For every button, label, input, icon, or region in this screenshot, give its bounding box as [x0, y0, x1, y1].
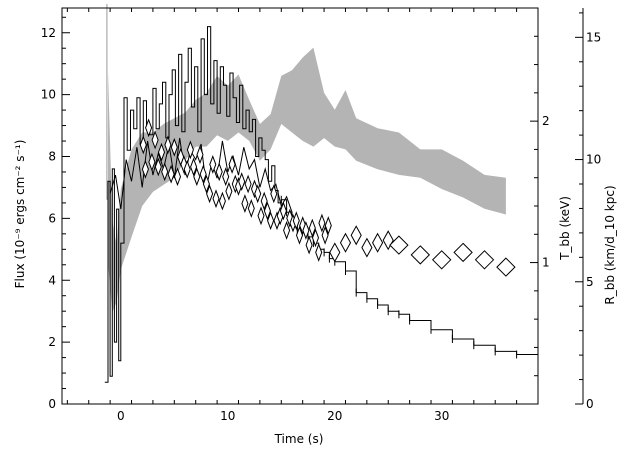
radius-diamond — [139, 135, 147, 155]
radius-diamond — [199, 164, 207, 184]
radius-diamond — [339, 232, 352, 253]
y-left-tick-label: 8 — [48, 150, 56, 164]
T-tick-label: 1 — [542, 256, 550, 270]
x-axis-label: Time (s) — [274, 432, 324, 446]
y-left-tick-label: 2 — [48, 335, 56, 349]
y-left-tick-label: 6 — [48, 211, 56, 225]
radius-diamond — [283, 220, 291, 240]
radius-diamond — [453, 242, 473, 263]
x-tick-label: 10 — [220, 409, 235, 423]
flux-zigzag-line — [109, 137, 293, 213]
radius-diamond — [410, 245, 431, 265]
radius-diamond — [193, 167, 201, 187]
radius-diamond-layer — [139, 118, 516, 277]
radius-diamond — [474, 250, 495, 270]
radius-diamond — [212, 189, 220, 209]
radius-diamond — [257, 206, 265, 226]
y-left-tick-label: 12 — [41, 26, 56, 40]
radius-diamond — [295, 225, 304, 245]
y-left-tick-label: 4 — [48, 273, 56, 287]
radius-diamond — [308, 218, 316, 238]
radius-diamond — [263, 201, 271, 221]
radius-diamond — [190, 157, 198, 177]
y-left-tick-label: 0 — [48, 397, 56, 411]
radius-diamond — [302, 220, 310, 240]
x-tick-label: 20 — [327, 409, 342, 423]
radius-diamond — [170, 137, 178, 157]
y-right-outer-axis-label: R_bb (km/d_10 kpc) — [603, 185, 617, 304]
radius-diamond — [279, 201, 287, 221]
radius-diamond — [260, 191, 268, 211]
radius-diamond — [305, 235, 313, 255]
radius-diamond — [218, 191, 226, 211]
radius-diamond — [173, 167, 182, 187]
R-tick-label: 10 — [586, 153, 601, 167]
radius-diamond — [151, 130, 159, 150]
flux-steps-line — [104, 26, 539, 383]
T-tick-label: 2 — [542, 114, 550, 128]
radius-diamond — [164, 135, 172, 155]
radius-diamond — [292, 211, 300, 231]
radius-diamond — [350, 225, 362, 246]
radius-diamond — [209, 154, 217, 174]
y-left-axis-label: Flux (10⁻⁹ ergs cm⁻² s⁻¹) — [13, 140, 27, 289]
radius-diamond — [225, 181, 233, 201]
radius-diamond — [254, 184, 262, 204]
radius-diamond — [247, 198, 255, 218]
radius-diamond — [222, 167, 230, 187]
temperature-band — [108, 47, 506, 313]
radius-diamond — [186, 140, 194, 160]
radius-diamond — [161, 162, 169, 182]
x-tick-label: 0 — [117, 409, 125, 423]
radius-diamond — [361, 237, 373, 258]
y-right-inner-axis-label: T_bb (keV) — [558, 196, 572, 261]
radius-diamond — [228, 154, 236, 174]
x-tick-label: 30 — [434, 409, 449, 423]
radius-diamond — [141, 159, 149, 179]
radius-diamond — [315, 242, 323, 262]
radius-diamond — [215, 162, 223, 182]
radius-diamond — [238, 172, 246, 192]
radius-diamond — [329, 242, 341, 263]
radius-diamond — [496, 257, 516, 277]
radius-diamond — [167, 164, 175, 184]
radius-diamond — [318, 213, 326, 233]
R-tick-label: 5 — [586, 275, 594, 289]
radius-diamond — [270, 184, 278, 204]
axis-labels-layer: Time (s) Flux (10⁻⁹ ergs cm⁻² s⁻¹) T_bb … — [13, 140, 617, 446]
radius-diamond — [145, 118, 153, 138]
radius-diamond — [157, 142, 166, 162]
radius-diamond — [311, 228, 320, 248]
temperature-band-layer — [108, 47, 506, 313]
radius-diamond — [196, 145, 204, 165]
radius-diamond — [267, 211, 275, 231]
radius-diamond — [389, 235, 409, 255]
radius-diamond — [321, 225, 329, 245]
radius-diamond — [202, 174, 210, 194]
y-left-tick-label: 10 — [41, 88, 56, 102]
radius-diamond — [241, 194, 249, 214]
radius-diamond — [154, 157, 162, 177]
R-tick-label: 0 — [586, 397, 594, 411]
radius-diamond — [244, 174, 252, 194]
radius-diamond — [324, 216, 332, 236]
radius-diamond — [148, 152, 156, 172]
radius-diamond — [372, 232, 384, 253]
radius-diamond — [183, 159, 191, 179]
R-tick-label: 15 — [586, 30, 601, 44]
radius-diamond — [431, 250, 452, 270]
radius-diamond — [206, 184, 214, 204]
